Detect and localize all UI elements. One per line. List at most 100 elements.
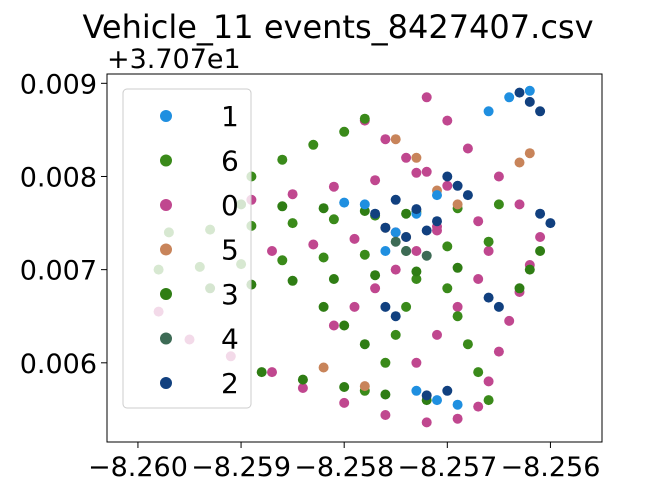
point-series-6-20 [308, 139, 319, 150]
point-series-0-41 [473, 274, 484, 284]
point-series-2-18 [535, 208, 546, 219]
point-series-5-5 [524, 148, 535, 159]
point-series-4-1 [401, 246, 412, 256]
legend-label-3: 3 [221, 278, 239, 311]
point-series-0-10 [483, 376, 494, 387]
point-series-0-32 [328, 320, 339, 331]
point-series-2-4 [432, 216, 442, 227]
legend-label-4: 4 [221, 323, 239, 356]
x-tick-label: −8.256 [500, 452, 600, 483]
point-series-3-3 [328, 274, 339, 284]
point-series-0-11 [493, 346, 504, 357]
point-series-2-7 [442, 171, 453, 182]
chart-title: Vehicle_11 events_8427407.csv [82, 8, 593, 46]
point-series-1-9 [524, 85, 535, 96]
point-series-0-46 [421, 166, 432, 177]
point-series-3-12 [256, 367, 267, 378]
point-series-1-3 [432, 190, 442, 201]
point-series-0-23 [349, 233, 360, 244]
point-series-2-16 [535, 106, 546, 117]
point-series-6-24 [380, 357, 391, 368]
point-series-0-34 [370, 283, 381, 294]
point-series-1-7 [483, 106, 494, 117]
plot-frame [106, 73, 603, 443]
point-series-6-26 [401, 301, 412, 312]
point-series-6-4 [318, 252, 329, 263]
legend-label-5: 5 [221, 234, 239, 267]
point-series-0-6 [380, 410, 391, 420]
point-series-6-22 [359, 113, 370, 124]
point-series-5-8 [359, 381, 370, 392]
point-series-1-5 [432, 395, 442, 406]
point-series-0-21 [267, 246, 277, 256]
point-series-0-19 [442, 115, 453, 126]
point-series-6-5 [359, 249, 370, 260]
y-tick-label: 0.009 [20, 69, 97, 100]
point-series-1-10 [359, 199, 370, 210]
point-series-0-28 [287, 189, 298, 200]
legend-label-1: 1 [221, 100, 239, 133]
point-series-1-6 [452, 399, 463, 410]
legend: 1 6 0 5 3 4 2 [122, 88, 252, 409]
point-series-3-19 [535, 246, 546, 256]
legend-marker-6 [160, 154, 172, 167]
point-series-0-38 [411, 357, 422, 368]
point-series-5-9 [318, 362, 329, 373]
legend-marker-4 [160, 332, 172, 345]
point-series-6-29 [473, 367, 484, 378]
point-series-0-20 [421, 92, 432, 103]
point-series-0-30 [370, 175, 381, 186]
point-series-0-15 [535, 232, 546, 242]
point-series-0-16 [514, 199, 525, 210]
point-series-6-17 [493, 199, 504, 210]
point-series-0-9 [473, 401, 484, 412]
data-points [153, 85, 556, 428]
x-tick-label: −8.259 [191, 452, 291, 483]
point-series-0-40 [452, 301, 463, 312]
point-series-0-29 [328, 181, 339, 192]
point-series-6-32 [442, 283, 453, 294]
x-tick-label: −8.260 [88, 452, 188, 483]
point-series-0-31 [411, 167, 422, 178]
point-series-4-0 [390, 236, 401, 247]
point-series-0-47 [442, 180, 453, 191]
y-tick-label: 0.008 [20, 162, 97, 193]
point-series-0-44 [380, 134, 391, 145]
y-tick-label: 0.007 [20, 256, 97, 287]
point-series-0-4 [297, 383, 308, 393]
point-series-0-35 [390, 264, 401, 275]
point-series-0-37 [432, 225, 442, 236]
point-series-2-0 [370, 208, 381, 219]
point-series-1-8 [504, 92, 515, 103]
point-series-2-12 [442, 385, 453, 396]
point-series-0-33 [349, 301, 360, 312]
point-series-4-2 [421, 250, 432, 261]
point-series-6-8 [483, 236, 494, 247]
legend-marker-2 [160, 377, 172, 389]
x-tick-label: −8.257 [397, 452, 497, 483]
point-series-3-13 [297, 374, 308, 385]
point-series-3-11 [401, 208, 412, 219]
point-series-0-12 [504, 315, 515, 326]
point-series-1-11 [339, 197, 350, 208]
point-series-6-28 [483, 395, 494, 406]
point-series-2-14 [514, 87, 525, 98]
point-series-3-14 [339, 382, 350, 392]
point-series-2-10 [380, 301, 391, 312]
point-series-0-42 [483, 246, 494, 256]
point-series-3-15 [380, 389, 391, 400]
point-series-3-4 [370, 270, 381, 281]
point-series-0-7 [421, 417, 432, 428]
point-series-3-21 [339, 320, 350, 331]
point-series-6-31 [452, 311, 463, 322]
point-series-2-20 [493, 301, 504, 312]
legend-marker-3 [160, 288, 172, 300]
legend-label-0: 0 [221, 189, 239, 222]
point-series-2-2 [401, 232, 412, 242]
point-series-6-12 [287, 218, 298, 229]
point-series-2-3 [421, 225, 432, 236]
point-series-3-2 [287, 275, 298, 286]
point-series-2-13 [421, 390, 432, 401]
point-series-0-45 [401, 152, 412, 163]
axis-ticks: −8.260 −8.259 −8.258 −8.257 −8.256 0.006 0.007… [20, 69, 601, 483]
